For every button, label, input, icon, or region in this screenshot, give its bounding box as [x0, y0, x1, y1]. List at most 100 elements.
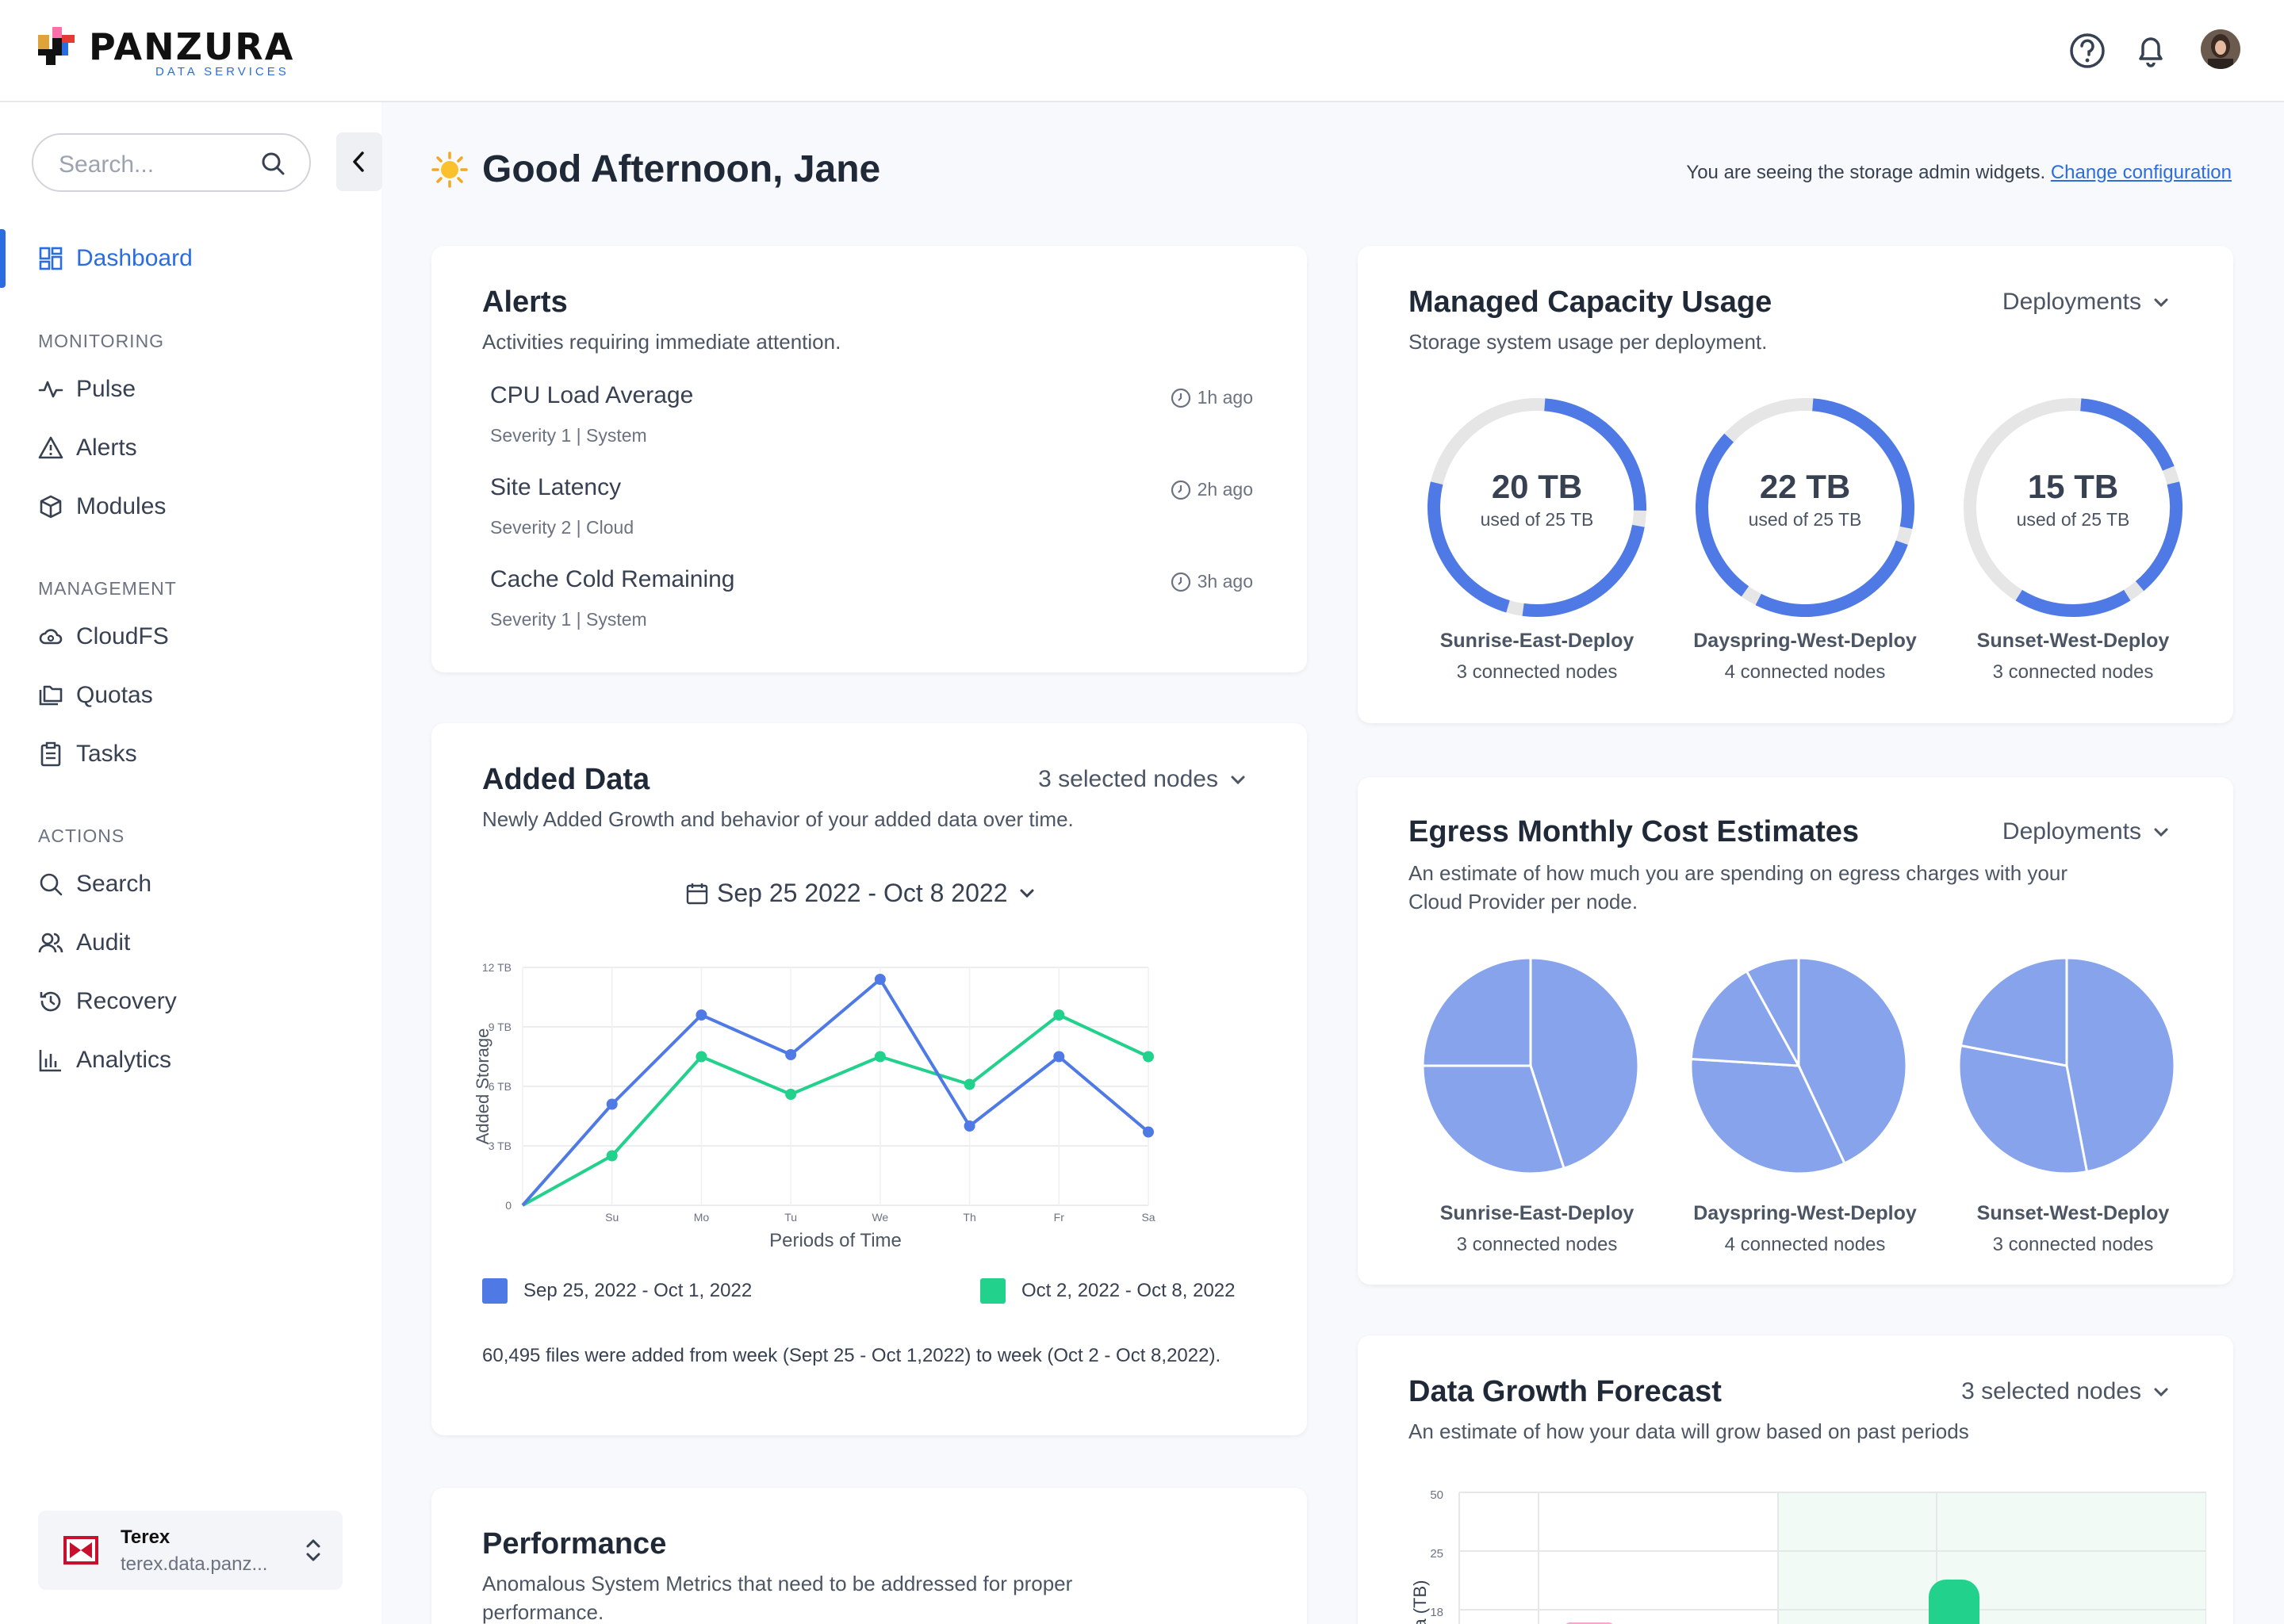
- forecast-y-tick: 18: [1430, 1606, 1443, 1619]
- help-icon[interactable]: [2068, 29, 2106, 71]
- series-line: [522, 1013, 1149, 1207]
- alert-title: CPU Load Average: [490, 382, 694, 408]
- clock-icon: [1171, 480, 1190, 500]
- donut-segment: [1428, 481, 1510, 613]
- bell-icon[interactable]: [2132, 29, 2170, 71]
- chevron-down-icon: [1231, 776, 1245, 785]
- clipboard-icon: [40, 741, 61, 767]
- x-tick-label: We: [872, 1211, 888, 1224]
- data-point[interactable]: [606, 1150, 618, 1162]
- donut-segment: [2080, 398, 2175, 471]
- data-point[interactable]: [696, 1009, 707, 1021]
- added-data-note: 60,495 files were added from week (Sept …: [482, 1345, 1221, 1366]
- users-icon: [38, 933, 63, 953]
- donut-segment: [2135, 481, 2182, 592]
- y-tick-label: 9 TB: [489, 1021, 512, 1033]
- data-point[interactable]: [874, 974, 886, 985]
- brand-tagline: DATA SERVICES: [155, 65, 289, 79]
- alert-item[interactable]: Site Latency Severity 2 | Cloud 2h ago: [482, 474, 1253, 538]
- chevron-left-icon: [353, 151, 364, 172]
- sidebar-item-analytics[interactable]: Analytics: [38, 1043, 171, 1078]
- alert-item[interactable]: Cache Cold Remaining Severity 1 | System…: [482, 566, 1253, 630]
- sidebar-item-label: Audit: [76, 929, 131, 956]
- change-configuration-link[interactable]: Change configuration: [2050, 162, 2232, 183]
- sidebar-item-pulse[interactable]: Pulse: [38, 372, 136, 407]
- section-label-management: MANAGEMENT: [38, 578, 177, 599]
- card-subtitle: An estimate of how your data will grow b…: [1408, 1419, 1969, 1443]
- data-point[interactable]: [785, 1049, 797, 1060]
- date-range-picker[interactable]: Sep 25 2022 - Oct 8 2022: [685, 879, 1047, 908]
- alert-title: Site Latency: [490, 474, 622, 500]
- data-point[interactable]: [1143, 1051, 1154, 1063]
- sidebar-item-quotas[interactable]: Quotas: [38, 678, 153, 713]
- search-input[interactable]: Search...: [32, 133, 311, 192]
- donut-segment: [1522, 524, 1645, 617]
- nodes-dropdown[interactable]: 3 selected nodes: [1961, 1378, 2170, 1405]
- cube-icon: [40, 495, 62, 519]
- donut-segment: [2015, 589, 2131, 617]
- data-point[interactable]: [785, 1089, 797, 1100]
- sidebar-item-recovery[interactable]: Recovery: [38, 984, 177, 1019]
- section-label-monitoring: MONITORING: [38, 331, 165, 351]
- data-point[interactable]: [606, 1098, 618, 1110]
- sidebar-item-label: Modules: [76, 493, 167, 519]
- x-tick-label: Fr: [1054, 1211, 1065, 1224]
- organization-switcher[interactable]: Terex terex.data.panz...: [38, 1511, 343, 1590]
- alert-time: 1h ago: [1171, 387, 1253, 408]
- greeting-text: Good Afternoon, Jane: [482, 148, 881, 190]
- chevron-down-icon: [1020, 889, 1034, 898]
- config-notice: You are seeing the storage admin widgets…: [1686, 162, 2232, 184]
- data-point[interactable]: [874, 1051, 886, 1063]
- sidebar-item-label: Pulse: [76, 376, 136, 402]
- nodes-dropdown[interactable]: 3 selected nodes: [1038, 766, 1247, 793]
- alert-time: 2h ago: [1171, 479, 1253, 500]
- data-point[interactable]: [1053, 1009, 1065, 1021]
- sidebar-item-cloudfs[interactable]: CloudFS: [38, 619, 169, 654]
- data-point[interactable]: [964, 1078, 975, 1090]
- legend-swatch: [482, 1278, 508, 1304]
- egress-pie-chart: [1421, 956, 1640, 1175]
- config-text: You are seeing the storage admin widgets…: [1686, 162, 2046, 183]
- capacity-donut: 15 TB used of 25 TB: [1954, 389, 2192, 626]
- sidebar-item-tasks[interactable]: Tasks: [38, 737, 137, 772]
- alert-item[interactable]: CPU Load Average Severity 1 | System 1h …: [482, 382, 1253, 446]
- alert-time-text: 2h ago: [1197, 479, 1253, 500]
- sidebar-item-alerts[interactable]: Alerts: [38, 431, 137, 465]
- card-title: Managed Capacity Usage: [1408, 285, 1772, 319]
- donut-total: used of 25 TB: [1748, 509, 1862, 530]
- sidebar-item-search[interactable]: Search: [38, 867, 151, 902]
- brand-name: PANZURA: [89, 25, 295, 68]
- pie-slice: [1421, 1064, 1565, 1175]
- card-title: Added Data: [482, 763, 650, 796]
- chevron-down-icon: [2154, 298, 2168, 308]
- chevron-down-icon: [2154, 1388, 2168, 1397]
- user-avatar[interactable]: [2200, 29, 2241, 70]
- alert-meta: Severity 2 | Cloud: [490, 517, 634, 538]
- sidebar-item-dashboard[interactable]: Dashboard: [38, 241, 193, 276]
- collapse-sidebar-button[interactable]: [336, 132, 382, 191]
- pie-slice: [2065, 956, 2176, 1174]
- search-placeholder: Search...: [59, 151, 155, 178]
- data-point[interactable]: [964, 1120, 975, 1132]
- deployments-dropdown[interactable]: Deployments: [2002, 289, 2170, 316]
- alert-meta: Severity 1 | System: [490, 609, 647, 630]
- calendar-icon: [686, 883, 708, 904]
- card-subtitle: Cloud Provider per node.: [1408, 890, 1638, 914]
- data-point[interactable]: [1053, 1051, 1065, 1063]
- data-point[interactable]: [696, 1051, 707, 1063]
- data-point[interactable]: [1143, 1126, 1154, 1138]
- org-domain: terex.data.panz...: [121, 1553, 268, 1575]
- sidebar-item-audit[interactable]: Audit: [38, 925, 130, 960]
- sidebar-item-modules[interactable]: Modules: [38, 489, 166, 524]
- capacity-card: Managed Capacity Usage Storage system us…: [1358, 246, 2233, 723]
- deployment-nodes: 3 connected nodes: [1456, 1234, 1618, 1255]
- egress-pie-chart: [1689, 956, 1908, 1175]
- bar-chart-icon: [39, 1050, 61, 1072]
- donut-used: 22 TB: [1759, 468, 1851, 505]
- added-data-card: Added Data Newly Added Growth and behavi…: [431, 723, 1307, 1435]
- deployments-dropdown[interactable]: Deployments: [2002, 818, 2170, 845]
- alert-meta: Severity 1 | System: [490, 425, 647, 446]
- forecast-chart: 50 25 18 ata (TB): [1410, 1488, 2206, 1624]
- deployment-name: Dayspring-West-Deploy: [1693, 1202, 1917, 1224]
- deployment-nodes: 4 connected nodes: [1724, 1234, 1886, 1255]
